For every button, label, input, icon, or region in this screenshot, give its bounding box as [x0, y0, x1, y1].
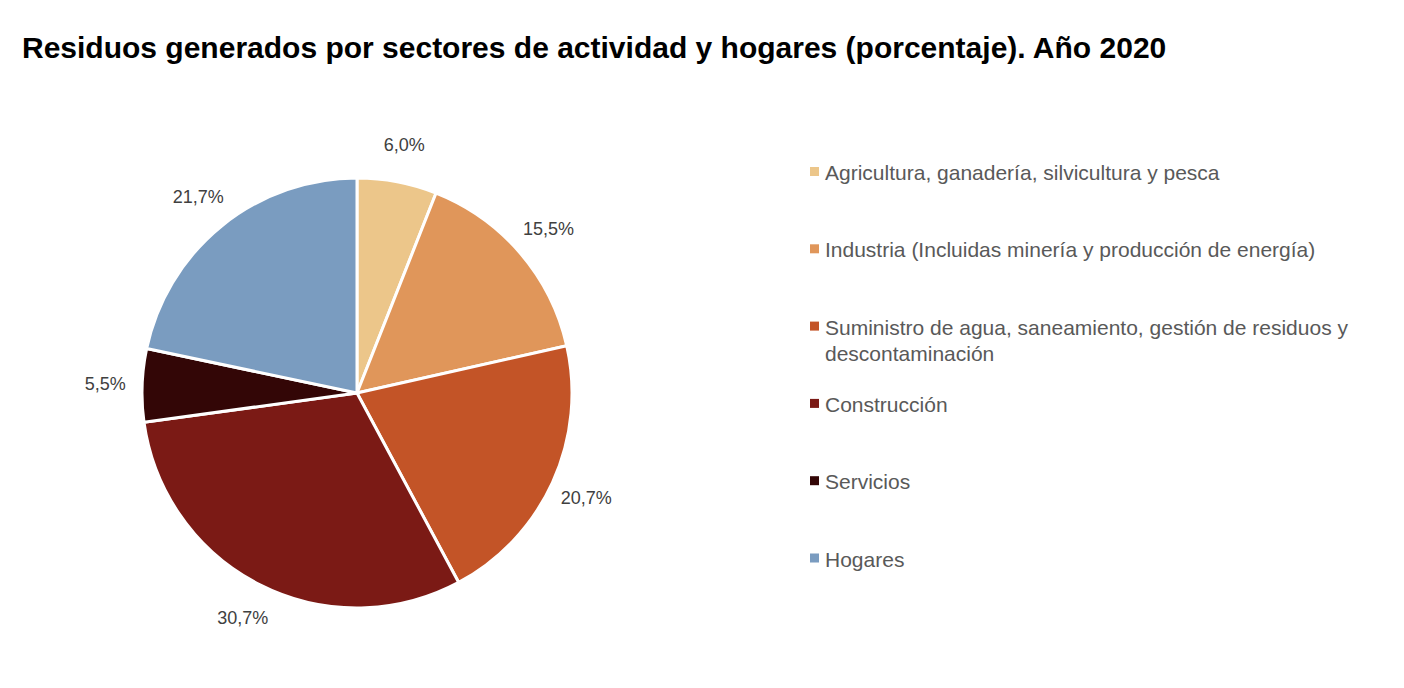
legend-label: Hogares: [825, 547, 904, 570]
data-label: 20,7%: [561, 488, 612, 508]
legend-swatch: [810, 476, 819, 485]
data-label: 15,5%: [523, 219, 574, 239]
legend-swatch: [810, 167, 819, 176]
data-label: 21,7%: [173, 187, 224, 207]
data-label: 6,0%: [384, 135, 425, 155]
legend-label: Suministro de agua, saneamiento, gestión…: [825, 315, 1348, 364]
pie: [142, 178, 572, 608]
data-label: 5,5%: [85, 374, 126, 394]
legend-swatch: [810, 322, 819, 331]
data-labels: 6,0% 15,5% 20,7% 30,7% 5,5% 21,7%: [85, 135, 612, 627]
slice: [147, 178, 357, 393]
legend-label: Agricultura, ganadería, silvicultura y p…: [825, 161, 1220, 184]
legend-label: Servicios: [825, 470, 910, 493]
title: Residuos generados por sectores de activ…: [22, 31, 1166, 64]
legend-label: Construcción: [825, 392, 948, 415]
legend-label: Industria (Incluidas minería y producció…: [825, 238, 1315, 261]
data-label: 30,7%: [217, 608, 268, 628]
legend-swatch: [810, 244, 819, 253]
legend: Agricultura, ganadería, silvicultura y p…: [810, 161, 1348, 571]
legend-swatch: [810, 554, 819, 563]
slice: [144, 393, 459, 608]
chart: Residuos generados por sectores de activ…: [0, 0, 1404, 688]
legend-swatch: [810, 399, 819, 408]
